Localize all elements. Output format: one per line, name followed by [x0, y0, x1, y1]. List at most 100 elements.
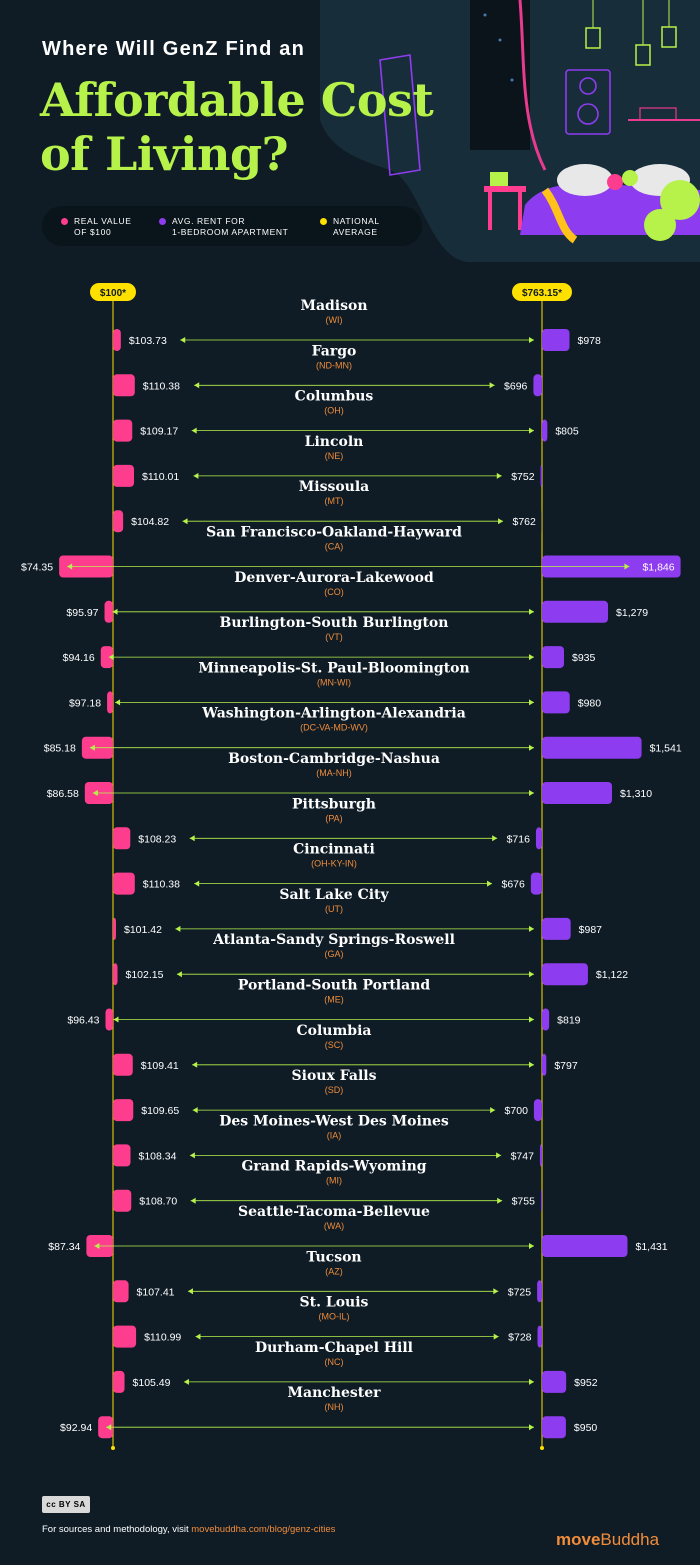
connector-arrow-left [191, 427, 197, 434]
connector-arrow-left [92, 790, 98, 796]
connector-arrow-right [493, 1288, 499, 1295]
bedroom-illustration [320, 0, 700, 262]
real-value-label: $97.18 [69, 697, 101, 709]
connector-arrow-left [67, 563, 73, 570]
city-region: (OH) [324, 406, 344, 416]
rent-label: $797 [554, 1060, 578, 1072]
legend-item-real-value: REAL VALUE OF $100 [61, 216, 132, 238]
city-region: (WI) [326, 315, 343, 325]
connector-arrow-left [194, 382, 200, 389]
footer-note: For sources and methodology, visit moveb… [42, 1524, 335, 1535]
national-average-badge-rent [512, 283, 572, 301]
real-value-label: $110.38 [143, 380, 180, 392]
city-name: Cincinnati [293, 842, 375, 858]
real-value-label: $74.35 [21, 562, 53, 574]
city-name: Sioux Falls [292, 1068, 377, 1084]
city-name: Durham-Chapel Hill [255, 1340, 413, 1356]
real-value-label: $108.34 [139, 1150, 177, 1162]
connector-arrow-right [529, 790, 534, 796]
rent-label: $696 [504, 380, 528, 392]
connector-arrow-left [112, 608, 118, 615]
rent-bar [542, 963, 588, 986]
mirror [379, 54, 421, 176]
city-region: (MI) [326, 1176, 342, 1186]
connector-arrow-left [194, 880, 200, 887]
real-value-bar [100, 646, 113, 669]
connector-arrow-left [183, 1378, 189, 1385]
real-value-bar [113, 1325, 137, 1348]
rent-bar [542, 736, 642, 759]
legend-label: AVERAGE [333, 227, 378, 237]
legend: REAL VALUE OF $100 AVG. RENT FOR 1-BEDRO… [42, 206, 422, 246]
rent-bar [539, 1144, 542, 1167]
rent-label: $1,541 [650, 743, 682, 755]
plant [660, 180, 700, 220]
city-region: (CO) [324, 587, 344, 597]
legend-label: NATIONAL [333, 216, 380, 226]
rent-bar [537, 1325, 542, 1348]
connector-arrow-right [496, 1152, 502, 1159]
connector-arrow-left [187, 1288, 193, 1295]
connector-arrow-right [492, 835, 498, 842]
real-value-label: $101.42 [124, 924, 162, 936]
connector-arrow-right [497, 1197, 503, 1204]
real-value-bar [113, 872, 135, 895]
rent-bar [537, 1280, 542, 1303]
rent-label: $980 [578, 697, 602, 709]
city-name: Burlington-South Burlington [220, 615, 449, 631]
city-name: Atlanta-Sandy Springs-Roswell [212, 932, 455, 948]
real-value-label: $109.65 [141, 1105, 179, 1117]
real-value-label: $94.16 [63, 652, 95, 664]
rent-label: $1,846 [642, 562, 674, 574]
rent-label: $952 [574, 1377, 598, 1389]
city-region: (NE) [325, 451, 344, 461]
real-value-bar [113, 1099, 134, 1122]
city-name: Denver-Aurora-Lakewood [234, 570, 434, 586]
rent-label: $1,431 [635, 1241, 667, 1253]
rent-label: $1,122 [596, 969, 628, 981]
connector-arrow-left [89, 744, 95, 751]
city-region: (MA-NH) [316, 768, 352, 778]
connector-arrow-right [529, 1243, 534, 1249]
rent-label: $762 [512, 516, 536, 528]
connector-arrow-left [192, 1107, 198, 1114]
rent-bar [533, 374, 542, 397]
header: Where Will GenZ Find an Affordable Cost … [0, 0, 700, 262]
connector-arrow-left [108, 654, 114, 661]
rent-bar [542, 782, 612, 804]
real-value-label: $108.70 [139, 1196, 177, 1208]
city-name: Manchester [288, 1385, 382, 1401]
wall-speaker [565, 69, 611, 135]
city-region: (ND-MN) [316, 360, 352, 370]
rent-bar [542, 1235, 628, 1257]
city-name: Minneapolis-St. Paul-Bloomington [198, 660, 469, 676]
lamp-2 [635, 44, 651, 66]
real-value-bar [113, 917, 116, 940]
real-value-label: $92.94 [60, 1422, 92, 1434]
rent-label: $978 [578, 335, 602, 347]
real-value-bar [98, 1416, 113, 1439]
rent-label: $1,279 [616, 607, 648, 619]
legend-label: REAL VALUE [74, 216, 132, 226]
connector-arrow-right [529, 1424, 534, 1431]
city-region: (WA) [324, 1221, 344, 1231]
connector-arrow-left [193, 472, 199, 479]
rent-bar [530, 872, 542, 895]
real-value-label: $102.15 [126, 969, 164, 981]
connector-arrow-right [529, 654, 534, 661]
connector-arrow-left [180, 337, 186, 343]
city-region: (MO-IL) [319, 1312, 350, 1322]
rent-label: $805 [555, 426, 579, 438]
city-name: San Francisco-Oakland-Hayward [206, 525, 462, 541]
rent-bar [542, 691, 570, 714]
window [470, 0, 530, 150]
rent-bar [535, 827, 542, 850]
real-value-label: $87.34 [48, 1241, 80, 1253]
real-value-label: $95.97 [66, 607, 98, 619]
blanket [541, 187, 578, 244]
city-name: Des Moines-West Des Moines [219, 1113, 449, 1129]
connector-arrow-right [529, 744, 534, 751]
real-value-label: $105.49 [133, 1377, 171, 1389]
methodology-link[interactable]: movebuddha.com/blog/genz-cities [191, 1524, 336, 1535]
rent-label: $725 [508, 1286, 532, 1298]
